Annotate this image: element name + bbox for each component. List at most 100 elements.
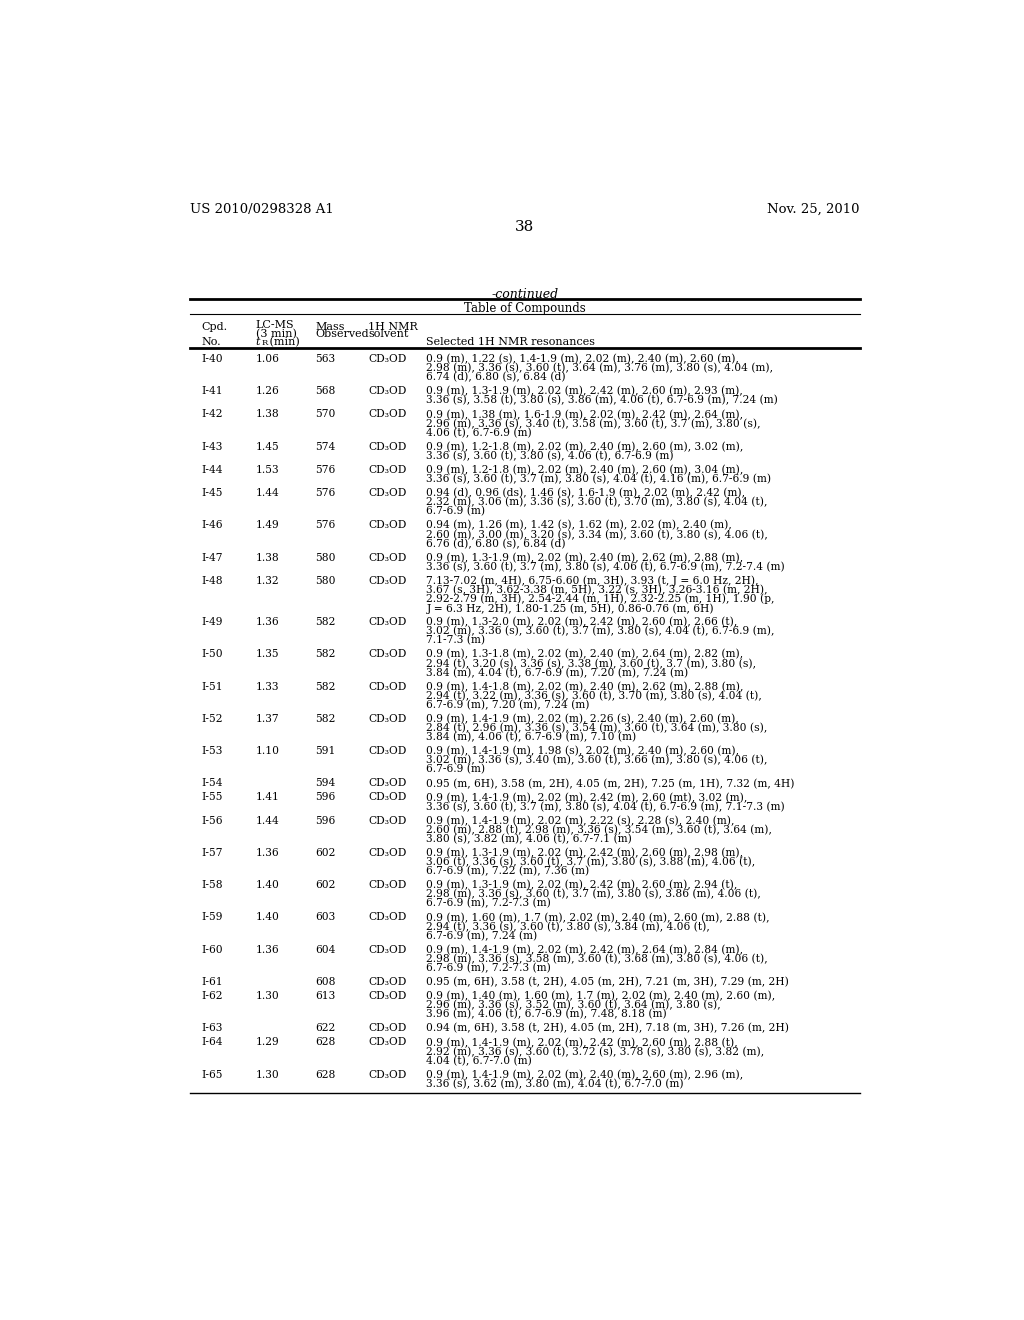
Text: CD₃OD: CD₃OD — [369, 387, 407, 396]
Text: I-52: I-52 — [202, 714, 223, 723]
Text: 1.06: 1.06 — [256, 354, 280, 364]
Text: 3.80 (s), 3.82 (m), 4.06 (t), 6.7-7.1 (m): 3.80 (s), 3.82 (m), 4.06 (t), 6.7-7.1 (m… — [426, 834, 632, 845]
Text: 3.67 (s, 3H), 3.62-3.38 (m, 5H), 3.22 (s, 3H), 3.26-3.16 (m, 2H),: 3.67 (s, 3H), 3.62-3.38 (m, 5H), 3.22 (s… — [426, 585, 768, 595]
Text: 1.35: 1.35 — [256, 649, 280, 660]
Text: I-51: I-51 — [202, 681, 223, 692]
Text: 6.7-6.9 (m): 6.7-6.9 (m) — [426, 506, 485, 516]
Text: 580: 580 — [315, 553, 336, 562]
Text: 576: 576 — [315, 488, 336, 498]
Text: 2.32 (m), 3.06 (m), 3.36 (s), 3.60 (t), 3.70 (m), 3.80 (s), 4.04 (t),: 2.32 (m), 3.06 (m), 3.36 (s), 3.60 (t), … — [426, 498, 768, 507]
Text: 628: 628 — [315, 1038, 336, 1048]
Text: 2.98 (m), 3.36 (s), 3.60 (t), 3.64 (m), 3.76 (m), 3.80 (s), 4.04 (m),: 2.98 (m), 3.36 (s), 3.60 (t), 3.64 (m), … — [426, 363, 773, 374]
Text: 582: 582 — [315, 616, 336, 627]
Text: CD₃OD: CD₃OD — [369, 354, 407, 364]
Text: I-59: I-59 — [202, 912, 223, 923]
Text: CD₃OD: CD₃OD — [369, 977, 407, 987]
Text: 1.49: 1.49 — [256, 520, 280, 531]
Text: 1.41: 1.41 — [256, 792, 280, 803]
Text: CD₃OD: CD₃OD — [369, 649, 407, 660]
Text: Table of Compounds: Table of Compounds — [464, 302, 586, 314]
Text: CD₃OD: CD₃OD — [369, 520, 407, 531]
Text: 2.60 (m), 3.00 (m), 3.20 (s), 3.34 (m), 3.60 (t), 3.80 (s), 4.06 (t),: 2.60 (m), 3.00 (m), 3.20 (s), 3.34 (m), … — [426, 529, 768, 540]
Text: Cpd.: Cpd. — [202, 322, 227, 333]
Text: 3.02 (m), 3.36 (s), 3.40 (m), 3.60 (t), 3.66 (m), 3.80 (s), 4.06 (t),: 3.02 (m), 3.36 (s), 3.40 (m), 3.60 (t), … — [426, 755, 768, 766]
Text: 1.38: 1.38 — [256, 553, 280, 562]
Text: CD₃OD: CD₃OD — [369, 488, 407, 498]
Text: No.: No. — [202, 337, 221, 347]
Text: 2.94 (t), 3.36 (s), 3.60 (t), 3.80 (s), 3.84 (m), 4.06 (t),: 2.94 (t), 3.36 (s), 3.60 (t), 3.80 (s), … — [426, 921, 710, 932]
Text: 4.04 (t), 6.7-7.0 (m): 4.04 (t), 6.7-7.0 (m) — [426, 1056, 532, 1067]
Text: 0.9 (m), 1.4-1.9 (m), 2.02 (m), 2.40 (m), 2.60 (m), 2.96 (m),: 0.9 (m), 1.4-1.9 (m), 2.02 (m), 2.40 (m)… — [426, 1069, 743, 1080]
Text: I-63: I-63 — [202, 1023, 223, 1034]
Text: 1.40: 1.40 — [256, 912, 280, 923]
Text: t: t — [256, 337, 260, 347]
Text: I-41: I-41 — [202, 387, 223, 396]
Text: I-50: I-50 — [202, 649, 223, 660]
Text: 0.9 (m), 1.22 (s), 1.4-1.9 (m), 2.02 (m), 2.40 (m), 2.60 (m),: 0.9 (m), 1.22 (s), 1.4-1.9 (m), 2.02 (m)… — [426, 354, 739, 364]
Text: I-42: I-42 — [202, 409, 223, 420]
Text: 0.9 (m), 1.38 (m), 1.6-1.9 (m), 2.02 (m), 2.42 (m), 2.64 (m),: 0.9 (m), 1.38 (m), 1.6-1.9 (m), 2.02 (m)… — [426, 409, 743, 420]
Text: 602: 602 — [315, 880, 336, 890]
Text: 2.96 (m), 3.36 (s), 3.40 (t), 3.58 (m), 3.60 (t), 3.7 (m), 3.80 (s),: 2.96 (m), 3.36 (s), 3.40 (t), 3.58 (m), … — [426, 418, 761, 429]
Text: 6.74 (d), 6.80 (s), 6.84 (d): 6.74 (d), 6.80 (s), 6.84 (d) — [426, 372, 566, 383]
Text: 6.7-6.9 (m), 7.20 (m), 7.24 (m): 6.7-6.9 (m), 7.20 (m), 7.24 (m) — [426, 700, 590, 710]
Text: J = 6.3 Hz, 2H), 1.80-1.25 (m, 5H), 0.86-0.76 (m, 6H): J = 6.3 Hz, 2H), 1.80-1.25 (m, 5H), 0.86… — [426, 603, 714, 614]
Text: 1.40: 1.40 — [256, 880, 280, 890]
Text: CD₃OD: CD₃OD — [369, 681, 407, 692]
Text: 6.7-6.9 (m), 7.2-7.3 (m): 6.7-6.9 (m), 7.2-7.3 (m) — [426, 962, 551, 973]
Text: I-49: I-49 — [202, 616, 223, 627]
Text: CD₃OD: CD₃OD — [369, 880, 407, 890]
Text: 0.9 (m), 1.4-1.9 (m), 2.02 (m), 2.42 (m), 2.60 (mt), 3.02 (m),: 0.9 (m), 1.4-1.9 (m), 2.02 (m), 2.42 (m)… — [426, 792, 748, 803]
Text: CD₃OD: CD₃OD — [369, 616, 407, 627]
Text: 0.9 (m), 1.4-1.8 (m), 2.02 (m), 2.40 (m), 2.62 (m), 2.88 (m),: 0.9 (m), 1.4-1.8 (m), 2.02 (m), 2.40 (m)… — [426, 681, 743, 692]
Text: 1.36: 1.36 — [256, 616, 280, 627]
Text: 0.9 (m), 1.3-1.8 (m), 2.02 (m), 2.40 (m), 2.64 (m), 2.82 (m),: 0.9 (m), 1.3-1.8 (m), 2.02 (m), 2.40 (m)… — [426, 649, 743, 660]
Text: CD₃OD: CD₃OD — [369, 553, 407, 562]
Text: 1.44: 1.44 — [256, 816, 280, 826]
Text: I-62: I-62 — [202, 991, 223, 1001]
Text: 0.9 (m), 1.3-1.9 (m), 2.02 (m), 2.40 (m), 2.62 (m), 2.88 (m),: 0.9 (m), 1.3-1.9 (m), 2.02 (m), 2.40 (m)… — [426, 553, 743, 562]
Text: 2.94 (t), 3.22 (m), 3.36 (s), 3.60 (t), 3.70 (m), 3.80 (s), 4.04 (t),: 2.94 (t), 3.22 (m), 3.36 (s), 3.60 (t), … — [426, 690, 762, 701]
Text: R: R — [261, 339, 267, 347]
Text: 3.84 (m), 4.04 (t), 6.7-6.9 (m), 7.20 (m), 7.24 (m): 3.84 (m), 4.04 (t), 6.7-6.9 (m), 7.20 (m… — [426, 668, 688, 678]
Text: I-55: I-55 — [202, 792, 223, 803]
Text: I-44: I-44 — [202, 465, 223, 475]
Text: 7.1-7.3 (m): 7.1-7.3 (m) — [426, 635, 485, 645]
Text: CD₃OD: CD₃OD — [369, 442, 407, 451]
Text: 3.36 (s), 3.60 (t), 3.7 (m), 3.80 (s), 4.06 (t), 6.7-6.9 (m), 7.2-7.4 (m): 3.36 (s), 3.60 (t), 3.7 (m), 3.80 (s), 4… — [426, 561, 785, 572]
Text: CD₃OD: CD₃OD — [369, 912, 407, 923]
Text: 1.36: 1.36 — [256, 945, 280, 954]
Text: 2.94 (t), 3.20 (s), 3.36 (s), 3.38 (m), 3.60 (t), 3.7 (m), 3.80 (s),: 2.94 (t), 3.20 (s), 3.36 (s), 3.38 (m), … — [426, 659, 757, 669]
Text: 3.36 (s), 3.58 (t), 3.80 (s), 3.86 (m), 4.06 (t), 6.7-6.9 (m), 7.24 (m): 3.36 (s), 3.58 (t), 3.80 (s), 3.86 (m), … — [426, 395, 778, 405]
Text: I-58: I-58 — [202, 880, 223, 890]
Text: 613: 613 — [315, 991, 336, 1001]
Text: Mass: Mass — [315, 322, 345, 333]
Text: 0.9 (m), 1.60 (m), 1.7 (m), 2.02 (m), 2.40 (m), 2.60 (m), 2.88 (t),: 0.9 (m), 1.60 (m), 1.7 (m), 2.02 (m), 2.… — [426, 912, 770, 923]
Text: 0.94 (d), 0.96 (ds), 1.46 (s), 1.6-1.9 (m), 2.02 (m), 2.42 (m),: 0.94 (d), 0.96 (ds), 1.46 (s), 1.6-1.9 (… — [426, 488, 745, 499]
Text: 7.13-7.02 (m, 4H), 6.75-6.60 (m, 3H), 3.93 (t, J = 6.0 Hz, 2H),: 7.13-7.02 (m, 4H), 6.75-6.60 (m, 3H), 3.… — [426, 576, 759, 586]
Text: 0.9 (m), 1.3-1.9 (m), 2.02 (m), 2.42 (m), 2.60 (m), 2.93 (m),: 0.9 (m), 1.3-1.9 (m), 2.02 (m), 2.42 (m)… — [426, 387, 743, 396]
Text: 0.95 (m, 6H), 3.58 (m, 2H), 4.05 (m, 2H), 7.25 (m, 1H), 7.32 (m, 4H): 0.95 (m, 6H), 3.58 (m, 2H), 4.05 (m, 2H)… — [426, 779, 795, 789]
Text: 582: 582 — [315, 681, 336, 692]
Text: 2.84 (t), 2.96 (m), 3.36 (s), 3.54 (m), 3.60 (t), 3.64 (m), 3.80 (s),: 2.84 (t), 2.96 (m), 3.36 (s), 3.54 (m), … — [426, 723, 768, 734]
Text: 6.7-6.9 (m): 6.7-6.9 (m) — [426, 764, 485, 775]
Text: 603: 603 — [315, 912, 336, 923]
Text: 0.9 (m), 1.2-1.8 (m), 2.02 (m), 2.40 (m), 2.60 (m), 3.04 (m),: 0.9 (m), 1.2-1.8 (m), 2.02 (m), 2.40 (m)… — [426, 465, 743, 475]
Text: Observed: Observed — [315, 330, 370, 339]
Text: 0.9 (m), 1.4-1.9 (m), 2.02 (m), 2.42 (m), 2.60 (m), 2.88 (t),: 0.9 (m), 1.4-1.9 (m), 2.02 (m), 2.42 (m)… — [426, 1038, 738, 1048]
Text: US 2010/0298328 A1: US 2010/0298328 A1 — [190, 203, 334, 216]
Text: 2.60 (m), 2.88 (t), 2.98 (m), 3.36 (s), 3.54 (m), 3.60 (t), 3.64 (m),: 2.60 (m), 2.88 (t), 2.98 (m), 3.36 (s), … — [426, 825, 772, 836]
Text: CD₃OD: CD₃OD — [369, 1038, 407, 1048]
Text: I-56: I-56 — [202, 816, 223, 826]
Text: solvent: solvent — [369, 330, 409, 339]
Text: -continued: -continued — [492, 288, 558, 301]
Text: 38: 38 — [515, 220, 535, 234]
Text: 1.53: 1.53 — [256, 465, 280, 475]
Text: 1.36: 1.36 — [256, 847, 280, 858]
Text: 568: 568 — [315, 387, 336, 396]
Text: 3.84 (m), 4.06 (t), 6.7-6.9 (m), 7.10 (m): 3.84 (m), 4.06 (t), 6.7-6.9 (m), 7.10 (m… — [426, 733, 637, 742]
Text: 622: 622 — [315, 1023, 336, 1034]
Text: 1.38: 1.38 — [256, 409, 280, 420]
Text: 574: 574 — [315, 442, 336, 451]
Text: 576: 576 — [315, 465, 336, 475]
